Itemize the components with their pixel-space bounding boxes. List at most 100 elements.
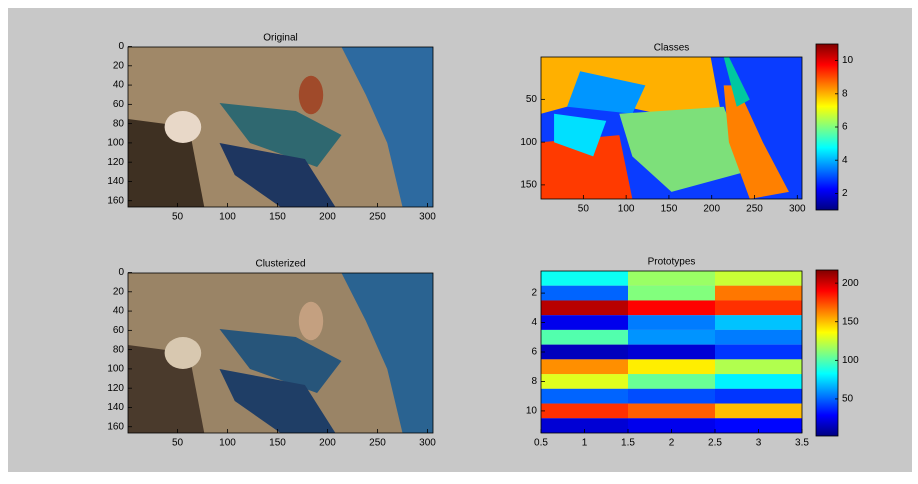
x-tick-label: 50 xyxy=(172,212,184,223)
heatmap-cell xyxy=(628,271,715,286)
x-tick-label: 100 xyxy=(219,438,236,449)
colorbar-tick-label: 8 xyxy=(842,88,848,99)
heatmap-cell xyxy=(541,359,628,374)
x-tick-label: 1 xyxy=(582,438,588,449)
x-tick-label: 300 xyxy=(419,212,436,223)
y-tick-label: 40 xyxy=(113,306,125,317)
x-tick-label: 1.5 xyxy=(621,438,635,449)
heatmap-cell xyxy=(715,374,802,389)
heatmap-cell xyxy=(628,330,715,345)
heatmap-cell xyxy=(715,330,802,345)
colorbar-tick-label: 10 xyxy=(842,55,854,66)
x-tick-label: 50 xyxy=(172,438,184,449)
x-tick-label: 200 xyxy=(319,438,336,449)
colorbar-tick-label: 6 xyxy=(842,122,848,133)
image-region xyxy=(165,111,202,143)
heatmap-cell xyxy=(541,286,628,301)
heatmap-cell xyxy=(541,271,628,286)
colorbar xyxy=(816,44,838,210)
heatmap-cell xyxy=(628,345,715,360)
heatmap-cell xyxy=(715,286,802,301)
x-tick-label: 2 xyxy=(669,438,675,449)
axes-title: Clusterized xyxy=(255,259,305,270)
y-tick-label: 20 xyxy=(113,60,125,71)
heatmap-cell xyxy=(715,345,802,360)
heatmap-cell xyxy=(715,300,802,315)
heatmap-cell xyxy=(715,271,802,286)
heatmap-cell xyxy=(715,315,802,330)
y-tick-label: 0 xyxy=(118,41,124,52)
heatmap-cell xyxy=(628,315,715,330)
heatmap-cell xyxy=(628,389,715,404)
figure: Original50100150200250300020406080100120… xyxy=(0,0,918,479)
y-tick-label: 120 xyxy=(107,383,124,394)
colorbar-tick-label: 200 xyxy=(842,278,859,289)
y-tick-label: 60 xyxy=(113,325,125,336)
y-tick-label: 150 xyxy=(520,180,537,191)
y-tick-label: 0 xyxy=(118,267,124,278)
y-tick-label: 2 xyxy=(531,288,537,299)
x-tick-label: 100 xyxy=(219,212,236,223)
heatmap-cell xyxy=(628,359,715,374)
y-tick-label: 80 xyxy=(113,344,125,355)
y-tick-label: 100 xyxy=(520,137,537,148)
y-tick-label: 100 xyxy=(107,138,124,149)
x-tick-label: 300 xyxy=(789,204,806,215)
heatmap-cell xyxy=(715,389,802,404)
x-tick-label: 150 xyxy=(661,204,678,215)
x-tick-label: 150 xyxy=(269,212,286,223)
heatmap-cell xyxy=(715,404,802,419)
y-tick-label: 140 xyxy=(107,402,124,413)
image-region xyxy=(299,76,323,114)
plot-area xyxy=(128,273,433,433)
heatmap-cell xyxy=(715,359,802,374)
y-tick-label: 120 xyxy=(107,157,124,168)
y-tick-label: 50 xyxy=(526,94,538,105)
heatmap-cell xyxy=(541,374,628,389)
x-tick-label: 0.5 xyxy=(534,438,548,449)
axes-title: Prototypes xyxy=(648,257,696,268)
colorbar-tick-label: 50 xyxy=(842,394,854,405)
x-tick-label: 2.5 xyxy=(708,438,722,449)
heatmap-cell xyxy=(541,315,628,330)
heatmap-cell xyxy=(541,330,628,345)
x-tick-label: 50 xyxy=(578,204,590,215)
colorbar-tick-label: 4 xyxy=(842,155,848,166)
y-tick-label: 4 xyxy=(531,317,537,328)
colorbar xyxy=(816,270,838,436)
colorbar-tick-label: 150 xyxy=(842,316,859,327)
heatmap-cell xyxy=(541,404,628,419)
x-tick-label: 3.5 xyxy=(795,438,809,449)
x-tick-label: 200 xyxy=(319,212,336,223)
axes-title: Original xyxy=(263,33,297,44)
y-tick-label: 60 xyxy=(113,99,125,110)
x-tick-label: 300 xyxy=(419,438,436,449)
y-tick-label: 8 xyxy=(531,376,537,387)
y-tick-label: 160 xyxy=(107,421,124,432)
x-tick-label: 3 xyxy=(756,438,762,449)
heatmap-cell xyxy=(541,300,628,315)
heatmap-cell xyxy=(628,404,715,419)
heatmap-cell xyxy=(628,300,715,315)
colorbar-tick-label: 2 xyxy=(842,188,848,199)
y-tick-label: 100 xyxy=(107,364,124,375)
x-tick-label: 250 xyxy=(369,212,386,223)
plot-area xyxy=(128,47,433,207)
y-tick-label: 20 xyxy=(113,286,125,297)
colorbar-tick-label: 100 xyxy=(842,355,859,366)
y-tick-label: 140 xyxy=(107,176,124,187)
y-tick-label: 6 xyxy=(531,347,537,358)
heatmap-cell xyxy=(628,286,715,301)
axes-title: Classes xyxy=(654,43,690,54)
y-tick-label: 40 xyxy=(113,80,125,91)
x-tick-label: 150 xyxy=(269,438,286,449)
plot-area xyxy=(541,57,802,199)
image-region xyxy=(165,337,202,369)
heatmap-cell xyxy=(541,345,628,360)
plot-area xyxy=(541,271,802,433)
y-tick-label: 160 xyxy=(107,195,124,206)
heatmap-cell xyxy=(628,374,715,389)
y-tick-label: 80 xyxy=(113,118,125,129)
y-tick-label: 10 xyxy=(526,406,538,417)
x-tick-label: 200 xyxy=(703,204,720,215)
